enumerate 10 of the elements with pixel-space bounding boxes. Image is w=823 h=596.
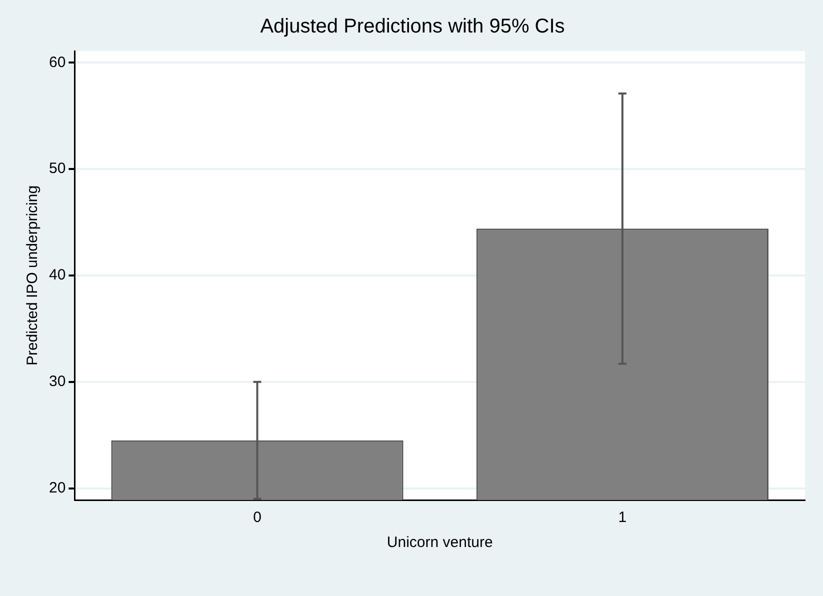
x-axis-title: Unicorn venture (386, 534, 493, 552)
x-tick-label: 0 (253, 509, 262, 526)
y-tick-label: 20 (48, 479, 66, 496)
chart-title: Adjusted Predictions with 95% CIs (260, 16, 565, 38)
y-axis-title: Predicted IPO underpricing (24, 185, 42, 366)
y-tick-label: 40 (48, 266, 66, 284)
x-tick-label: 1 (618, 509, 627, 526)
y-tick-label: 60 (48, 54, 66, 71)
y-tick-label: 50 (48, 160, 66, 178)
y-tick-label: 30 (48, 373, 66, 390)
